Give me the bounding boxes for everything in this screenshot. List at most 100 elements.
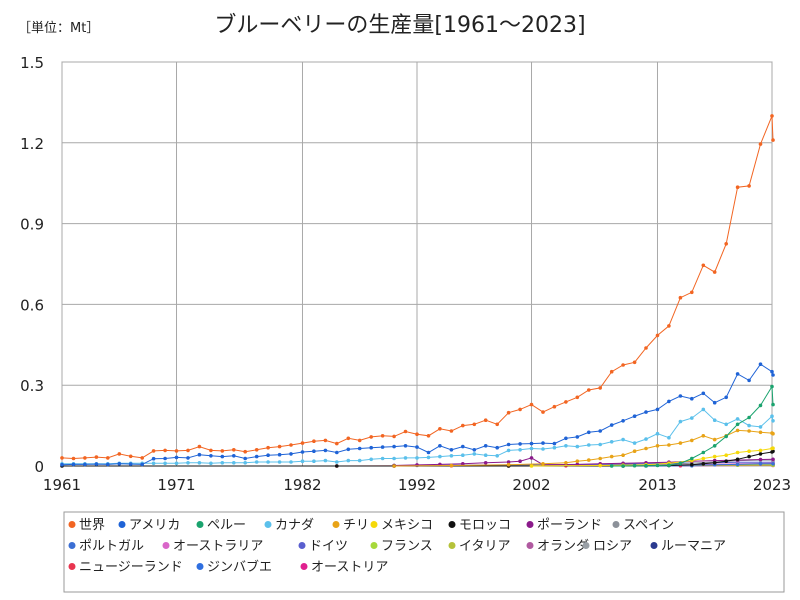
x-tick-label: 1992 [398, 476, 436, 494]
legend-marker [448, 521, 456, 528]
data-point [186, 461, 190, 465]
data-point [609, 464, 614, 468]
legend-item: スペイン [612, 518, 674, 533]
data-point [735, 422, 740, 427]
data-point [678, 461, 683, 466]
data-point [335, 460, 339, 464]
legend-label: ポルトガル [79, 539, 144, 554]
legend-marker [68, 521, 76, 528]
data-point [667, 443, 671, 447]
data-point [587, 388, 591, 392]
legend-label: ルーマニア [661, 539, 726, 554]
data-point [712, 400, 717, 405]
x-tick-label: 2002 [512, 476, 550, 494]
data-point [541, 462, 545, 466]
x-tick-label: 1971 [157, 476, 195, 494]
data-point [771, 431, 775, 436]
legend-marker [298, 542, 306, 549]
data-point [357, 446, 362, 451]
legend-label: ジンバブエ [207, 559, 272, 575]
series-line [531, 447, 774, 467]
data-point [483, 418, 488, 423]
data-point [632, 449, 637, 454]
data-point [335, 441, 339, 446]
data-point [747, 429, 751, 433]
data-point [609, 369, 614, 374]
data-point [518, 442, 522, 446]
data-point [747, 423, 751, 428]
data-point [758, 142, 763, 146]
data-point [186, 456, 190, 460]
legend-marker [68, 542, 76, 549]
data-point [690, 456, 694, 461]
data-point [380, 456, 385, 461]
legend-label: 世界 [79, 518, 105, 533]
data-point [701, 450, 706, 455]
legend-item: 世界 [68, 518, 105, 533]
data-point [209, 448, 213, 453]
data-point [541, 447, 545, 451]
data-point [771, 462, 775, 466]
data-point [392, 464, 396, 468]
data-point [323, 458, 328, 463]
y-tick-label: 1.2 [20, 135, 44, 153]
data-point [644, 346, 648, 350]
data-point [712, 454, 717, 459]
data-point [163, 448, 167, 453]
data-point [369, 435, 374, 439]
x-tick-label: 1961 [43, 476, 81, 494]
legend-item: ルーマニア [650, 539, 726, 554]
data-point [598, 386, 602, 390]
data-point [300, 450, 305, 454]
data-point [758, 362, 763, 367]
legend-item: カナダ [264, 518, 314, 533]
data-point [438, 444, 442, 448]
data-point [701, 456, 706, 461]
data-point [771, 402, 775, 407]
data-point [735, 462, 740, 467]
legend-marker [526, 521, 534, 528]
legend-marker [612, 521, 620, 528]
data-point [587, 458, 591, 462]
data-point [678, 441, 683, 445]
data-point [266, 453, 270, 458]
data-point [117, 452, 122, 456]
data-point [128, 454, 133, 459]
data-point [403, 429, 408, 434]
legend-label: オーストリア [311, 560, 388, 575]
data-point [747, 454, 751, 459]
legend-marker [264, 521, 272, 528]
data-point [186, 448, 190, 453]
legend-marker [162, 542, 170, 549]
data-point [655, 407, 660, 412]
data-point [60, 456, 64, 460]
data-point [197, 461, 202, 465]
data-point [735, 428, 740, 433]
legend-item: イタリア [448, 539, 510, 554]
data-point [380, 434, 385, 438]
data-point [483, 453, 488, 458]
legend-marker [582, 542, 590, 549]
data-point [621, 464, 625, 468]
data-point [747, 378, 751, 383]
data-point [771, 138, 775, 142]
legend-item: オランダ [526, 539, 589, 554]
data-point [621, 363, 625, 367]
legend-label: イタリア [459, 539, 510, 554]
data-point [771, 449, 775, 454]
data-point [506, 442, 511, 447]
legend-label: モロッコ [459, 518, 511, 533]
legend-label: カナダ [275, 518, 314, 533]
data-point [254, 448, 259, 452]
data-point [94, 455, 99, 459]
data-point [541, 410, 545, 414]
data-point [758, 462, 763, 466]
data-point [701, 434, 706, 438]
series-line [62, 408, 774, 465]
series-layer [60, 114, 775, 468]
data-point [506, 448, 511, 453]
data-point [415, 445, 419, 449]
data-point [277, 452, 282, 457]
data-point [644, 446, 648, 451]
data-point [575, 395, 580, 400]
